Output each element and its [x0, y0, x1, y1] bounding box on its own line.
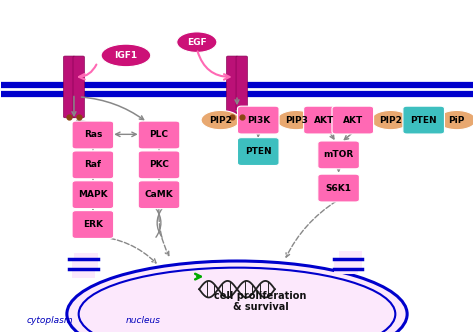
- Text: PTEN: PTEN: [245, 147, 272, 156]
- FancyArrowPatch shape: [72, 96, 76, 116]
- FancyArrowPatch shape: [407, 118, 410, 122]
- FancyBboxPatch shape: [403, 106, 445, 134]
- Text: PKC: PKC: [149, 161, 169, 169]
- Text: MAPK: MAPK: [78, 190, 108, 199]
- FancyArrowPatch shape: [307, 119, 344, 123]
- Text: Ras: Ras: [84, 131, 102, 140]
- FancyBboxPatch shape: [236, 56, 247, 118]
- FancyArrowPatch shape: [236, 109, 240, 112]
- FancyArrowPatch shape: [198, 51, 229, 80]
- Ellipse shape: [371, 111, 410, 130]
- Text: ERK: ERK: [83, 220, 103, 229]
- Ellipse shape: [277, 111, 316, 130]
- FancyBboxPatch shape: [237, 138, 279, 166]
- FancyBboxPatch shape: [72, 151, 114, 179]
- FancyBboxPatch shape: [338, 251, 362, 268]
- FancyArrowPatch shape: [156, 208, 161, 237]
- FancyBboxPatch shape: [72, 261, 95, 278]
- FancyArrowPatch shape: [77, 121, 105, 126]
- Text: PiP: PiP: [448, 116, 465, 125]
- FancyBboxPatch shape: [318, 174, 359, 202]
- FancyBboxPatch shape: [334, 258, 357, 274]
- FancyArrowPatch shape: [256, 132, 260, 136]
- FancyArrowPatch shape: [369, 118, 374, 122]
- FancyArrowPatch shape: [235, 98, 239, 104]
- FancyArrowPatch shape: [116, 132, 136, 137]
- FancyArrowPatch shape: [96, 236, 156, 263]
- FancyBboxPatch shape: [138, 121, 180, 149]
- Text: PIP2: PIP2: [379, 116, 402, 125]
- FancyArrowPatch shape: [330, 134, 334, 139]
- Text: PIP3: PIP3: [285, 116, 308, 125]
- Text: PI3K: PI3K: [246, 116, 270, 125]
- FancyBboxPatch shape: [72, 210, 114, 238]
- FancyArrowPatch shape: [440, 118, 444, 122]
- Text: CaMK: CaMK: [145, 190, 173, 199]
- FancyBboxPatch shape: [64, 56, 75, 118]
- FancyBboxPatch shape: [304, 106, 345, 134]
- FancyArrowPatch shape: [337, 167, 340, 171]
- FancyArrowPatch shape: [91, 174, 95, 179]
- Text: S6K1: S6K1: [326, 183, 352, 192]
- Text: nucleus: nucleus: [126, 316, 161, 325]
- FancyArrowPatch shape: [345, 133, 352, 140]
- FancyBboxPatch shape: [74, 253, 98, 269]
- Text: cytoplasm: cytoplasm: [27, 316, 73, 325]
- FancyBboxPatch shape: [73, 56, 84, 118]
- FancyBboxPatch shape: [72, 121, 114, 149]
- FancyBboxPatch shape: [318, 141, 359, 169]
- FancyArrowPatch shape: [157, 144, 161, 150]
- FancyBboxPatch shape: [332, 106, 374, 134]
- Ellipse shape: [101, 44, 151, 67]
- Ellipse shape: [67, 261, 407, 333]
- FancyArrowPatch shape: [157, 174, 161, 179]
- FancyArrowPatch shape: [91, 144, 95, 150]
- Text: AKT: AKT: [343, 116, 363, 125]
- FancyArrowPatch shape: [157, 208, 162, 237]
- FancyBboxPatch shape: [227, 56, 238, 118]
- FancyArrowPatch shape: [243, 114, 288, 121]
- FancyArrowPatch shape: [82, 97, 144, 120]
- Text: Raf: Raf: [84, 161, 101, 169]
- FancyArrowPatch shape: [91, 204, 95, 209]
- FancyBboxPatch shape: [138, 181, 180, 208]
- Ellipse shape: [438, 111, 474, 130]
- Text: PLC: PLC: [149, 131, 169, 140]
- FancyArrowPatch shape: [225, 112, 238, 116]
- Ellipse shape: [177, 32, 217, 52]
- Text: PTEN: PTEN: [410, 116, 437, 125]
- FancyArrowPatch shape: [79, 65, 96, 80]
- Text: IGF1: IGF1: [114, 51, 137, 60]
- Text: cell proliferation
& survival: cell proliferation & survival: [214, 291, 307, 312]
- FancyArrowPatch shape: [286, 201, 336, 257]
- Text: mTOR: mTOR: [323, 151, 354, 160]
- FancyBboxPatch shape: [72, 181, 114, 208]
- Ellipse shape: [201, 111, 240, 130]
- Text: PIP2: PIP2: [209, 116, 232, 125]
- Text: EGF: EGF: [187, 38, 207, 47]
- FancyBboxPatch shape: [138, 151, 180, 179]
- FancyArrowPatch shape: [159, 209, 169, 255]
- FancyArrowPatch shape: [307, 117, 316, 121]
- FancyBboxPatch shape: [237, 106, 279, 134]
- Text: AKT: AKT: [314, 116, 335, 125]
